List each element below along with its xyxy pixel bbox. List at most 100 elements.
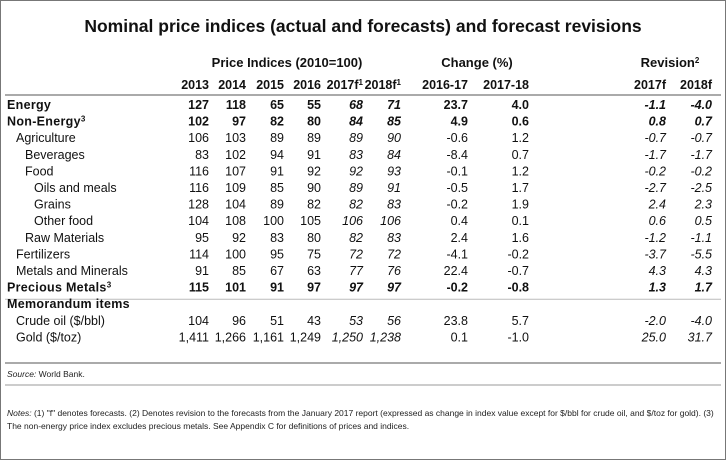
- cell: 65: [270, 98, 284, 112]
- cell: 1.2: [512, 164, 529, 178]
- cell: 80: [307, 115, 321, 129]
- cell: -2.0: [644, 314, 666, 328]
- cell: 72: [387, 247, 401, 261]
- cell: 97: [387, 281, 402, 295]
- cell: 106: [380, 214, 401, 228]
- column-header: 2018f: [680, 78, 713, 92]
- cell: -5.5: [690, 247, 712, 261]
- group-title: Revision: [641, 55, 695, 70]
- cell: 85: [232, 264, 246, 278]
- cell: 95: [195, 231, 209, 245]
- cell: -1.0: [507, 330, 529, 344]
- cell: 75: [307, 247, 321, 261]
- cell: 100: [225, 247, 246, 261]
- cell: 23.8: [444, 314, 468, 328]
- column-label: 2017f: [327, 78, 360, 92]
- cell: 102: [188, 115, 209, 129]
- column-label: 2016-17: [422, 78, 468, 92]
- row-label: Food: [25, 164, 54, 178]
- cell: -0.2: [446, 281, 468, 295]
- row-label-text: Memorandum items: [7, 297, 130, 311]
- cell: 51: [270, 314, 284, 328]
- column-label: 2018f: [680, 78, 713, 92]
- title: Nominal price indices (actual and foreca…: [84, 16, 642, 36]
- group-header: Change (%): [441, 55, 513, 70]
- cell: 1,161: [253, 330, 284, 344]
- cell: 0.6: [512, 115, 529, 129]
- cell: -0.6: [446, 131, 468, 145]
- superscript: 3: [107, 280, 112, 289]
- row-label-text: Non-Energy: [7, 115, 81, 129]
- cell: 1,249: [290, 330, 321, 344]
- cell: 91: [270, 281, 284, 295]
- column-label: 2018f: [365, 78, 398, 92]
- cell: 0.5: [695, 214, 712, 228]
- column-header: 2015: [256, 78, 284, 92]
- cell: 92: [349, 164, 363, 178]
- cell: 4.3: [649, 264, 666, 278]
- row-label: Memorandum items: [7, 297, 130, 311]
- column-label: 2014: [218, 78, 246, 92]
- cell: 104: [225, 198, 246, 212]
- cell: 83: [349, 148, 363, 162]
- cell: 2.4: [451, 231, 468, 245]
- cell: 97: [307, 281, 321, 295]
- cell: -0.7: [690, 131, 713, 145]
- cell: 127: [188, 98, 209, 112]
- cell: -4.0: [690, 314, 712, 328]
- column-label: 2017f: [634, 78, 667, 92]
- column-header: 2013: [181, 78, 209, 92]
- row-label: Raw Materials: [25, 231, 104, 245]
- cell: -1.1: [690, 231, 712, 245]
- cell: 1,250: [332, 330, 363, 344]
- cell: -8.4: [446, 148, 468, 162]
- cell: 68: [349, 98, 363, 112]
- cell: 0.7: [512, 148, 529, 162]
- cell: 97: [232, 115, 246, 129]
- cell: -0.8: [507, 281, 529, 295]
- cell: 4.0: [512, 98, 529, 112]
- group-title: Price Indices (2010=100): [212, 55, 363, 70]
- column-header: 2017f: [634, 78, 667, 92]
- cell: -0.2: [507, 247, 529, 261]
- cell: 114: [189, 247, 209, 261]
- cell: 100: [263, 214, 284, 228]
- row-label-text: Other food: [34, 214, 93, 228]
- group-header: Revision2: [641, 55, 700, 70]
- cell: 109: [225, 181, 246, 195]
- cell: 105: [300, 214, 321, 228]
- cell: 1.6: [512, 231, 529, 245]
- cell: 80: [307, 231, 321, 245]
- cell: -0.7: [507, 264, 529, 278]
- cell: -1.1: [644, 98, 666, 112]
- cell: 76: [387, 264, 401, 278]
- cell: 91: [387, 181, 401, 195]
- cell: 104: [188, 314, 209, 328]
- notes-text: (1) "f" denotes forecasts. (2) Denotes r…: [7, 408, 714, 431]
- row-label: Other food: [34, 214, 93, 228]
- cell: 72: [349, 247, 363, 261]
- row-label: Grains: [34, 198, 71, 212]
- cell: 128: [188, 198, 209, 212]
- cell: 91: [307, 148, 321, 162]
- cell: 53: [349, 314, 363, 328]
- cell: -0.5: [446, 181, 468, 195]
- cell: 1.9: [512, 198, 529, 212]
- row-label-text: Precious Metals: [7, 281, 107, 295]
- cell: -1.2: [644, 231, 666, 245]
- cell: 83: [387, 198, 401, 212]
- cell: 63: [307, 264, 321, 278]
- cell: 115: [189, 281, 209, 295]
- cell: -2.7: [644, 181, 667, 195]
- cell: 89: [349, 181, 363, 195]
- cell: 25.0: [641, 330, 666, 344]
- row-label: Beverages: [25, 148, 85, 162]
- cell: 71: [387, 98, 401, 112]
- cell: 1,238: [370, 330, 401, 344]
- cell: 93: [387, 164, 401, 178]
- column-label: 2017-18: [483, 78, 529, 92]
- row-label-text: Oils and meals: [34, 181, 117, 195]
- cell: 103: [225, 131, 246, 145]
- cell: 77: [349, 264, 364, 278]
